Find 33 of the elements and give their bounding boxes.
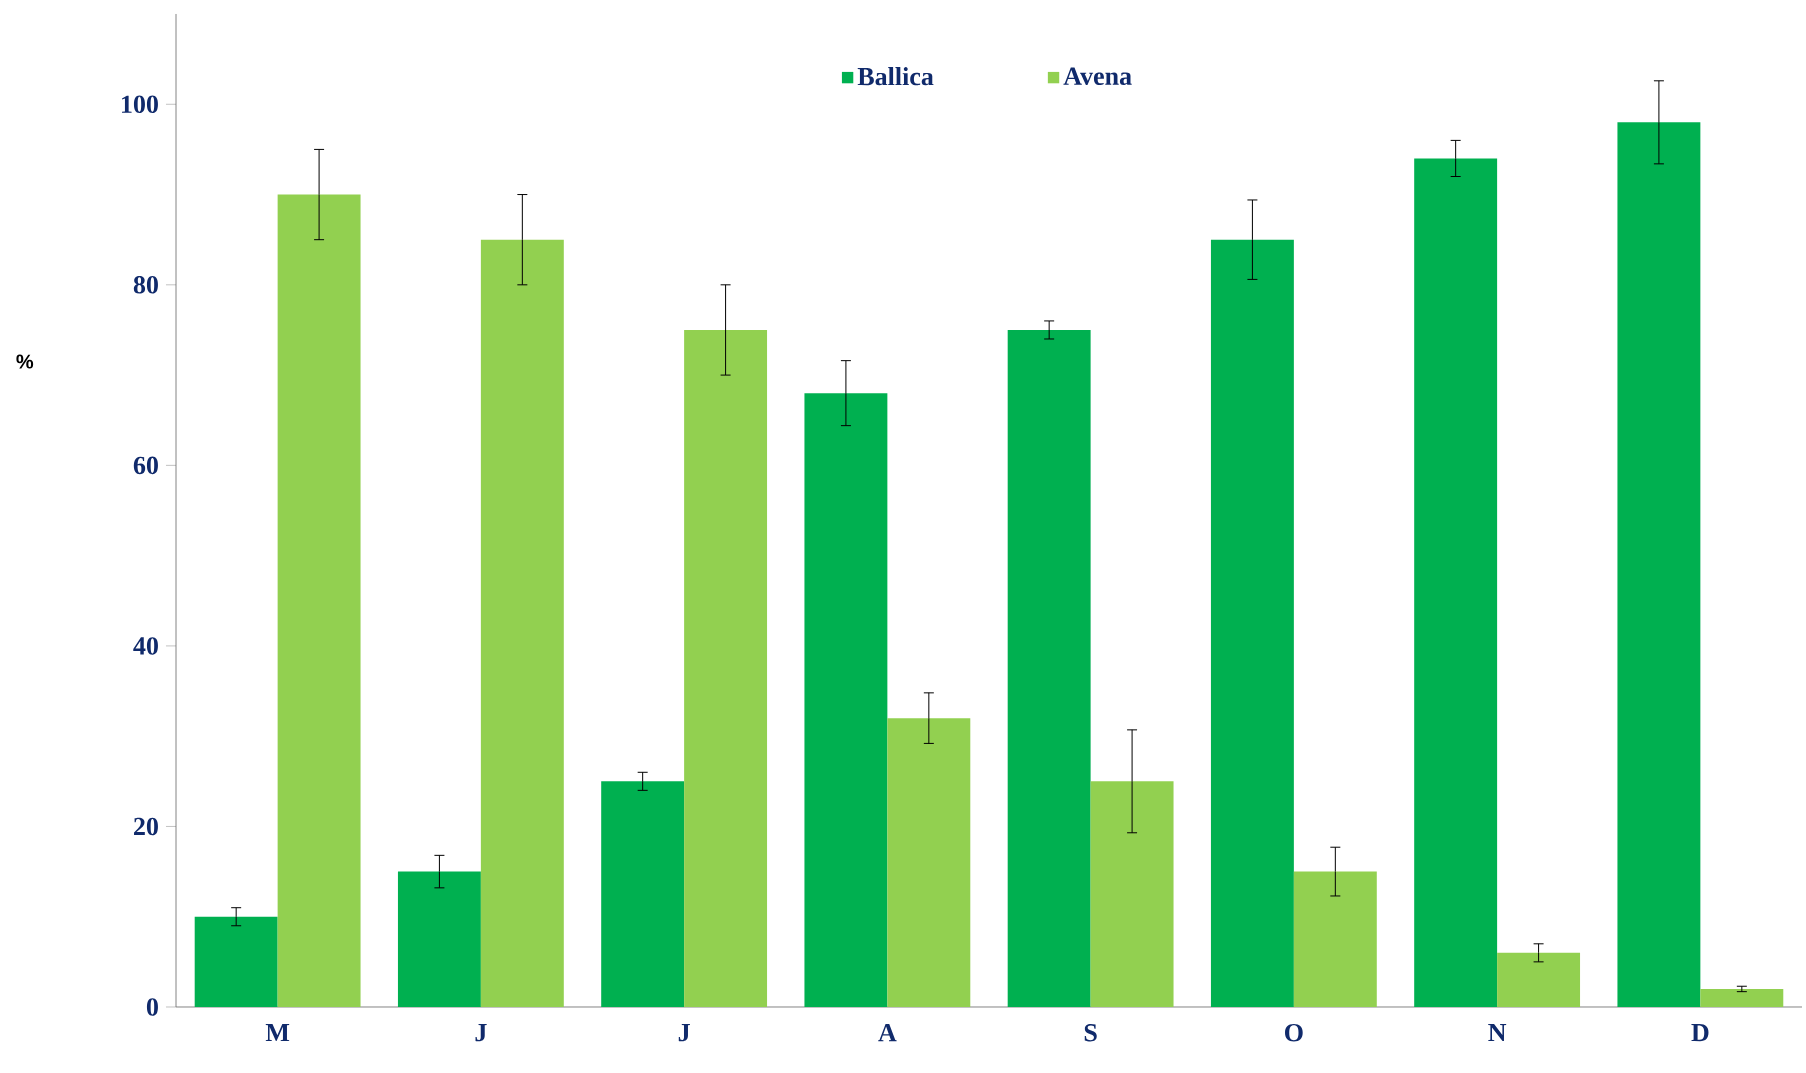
y-tick-label: 80 — [133, 276, 158, 294]
x-tick-label: J — [475, 1024, 487, 1042]
bar — [277, 194, 361, 1007]
bar — [194, 916, 278, 1007]
bar — [1293, 871, 1377, 1007]
bar — [1210, 239, 1294, 1007]
x-tick-label: N — [1488, 1024, 1507, 1042]
bar — [1700, 988, 1784, 1007]
y-tick-label: 0 — [146, 998, 158, 1016]
y-tick-label: 60 — [133, 456, 158, 475]
bar — [804, 393, 888, 1007]
x-tick-label: M — [265, 1024, 290, 1042]
y-axis-title: % — [16, 354, 34, 369]
bar — [1090, 781, 1174, 1007]
bar — [601, 781, 685, 1007]
x-tick-label: J — [678, 1024, 690, 1042]
legend-label: Avena — [1063, 67, 1132, 85]
y-tick-label: 20 — [134, 817, 158, 836]
x-tick-label: D — [1691, 1024, 1709, 1042]
y-tick-label: 100 — [122, 95, 158, 114]
x-tick-label: O — [1285, 1024, 1303, 1042]
bar — [1617, 122, 1701, 1007]
bar — [1007, 329, 1091, 1007]
bar — [1497, 952, 1581, 1007]
legend-label: Ballica — [857, 67, 934, 86]
y-tick-label: 40 — [133, 637, 158, 655]
bar — [887, 718, 971, 1007]
x-tick-label: A — [878, 1024, 897, 1042]
bar — [1414, 158, 1498, 1007]
x-tick-label: S — [1084, 1024, 1097, 1042]
bar — [480, 239, 564, 1007]
bar — [397, 871, 481, 1007]
bar — [684, 329, 768, 1007]
